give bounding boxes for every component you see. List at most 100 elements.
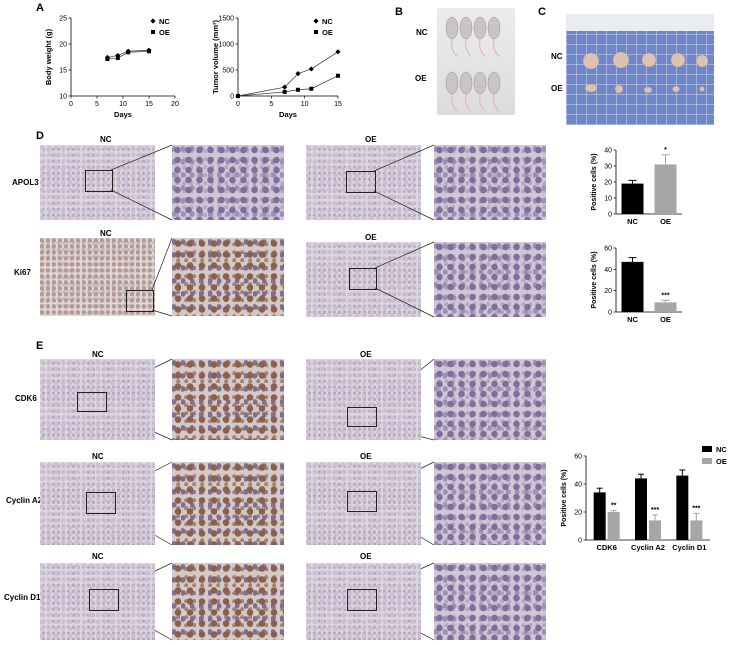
row-label-cyclin-d1: Cyclin D1 (4, 593, 41, 602)
col-label-oe: OE (360, 552, 372, 561)
zoom-box (86, 492, 116, 514)
x-tick-label: NC (627, 315, 638, 324)
legend-label-oe: OE (322, 28, 333, 37)
y-tick-label: 0 (578, 538, 582, 545)
ihc-ki67-oe-low (306, 242, 421, 317)
x-axis-label: Days (114, 110, 132, 119)
data-point-oe (126, 50, 131, 55)
bar-nc (635, 478, 647, 540)
zoom-box (126, 290, 154, 312)
x-tick-label: 10 (119, 101, 127, 108)
legend-label-nc: NC (716, 445, 727, 454)
tumor-label-nc: NC (551, 52, 563, 61)
y-tick-label: 20 (604, 288, 612, 295)
apol3-bar-chart: 0 10 20 30 40 Positive cells (%) NC OE * (591, 147, 682, 226)
col-label-oe: OE (360, 452, 372, 461)
legend-marker-nc (313, 18, 319, 24)
legend-label-nc: NC (159, 17, 170, 26)
data-point-nc (295, 71, 301, 77)
ihc-apol3-oe-low (306, 145, 421, 220)
series-line-nc (107, 49, 150, 58)
significance-label: *** (692, 505, 700, 512)
row-label-cyclin-a2: Cyclin A2 (6, 496, 43, 505)
col-label-oe: OE (365, 233, 377, 242)
x-axis-label: Days (279, 110, 297, 119)
y-tick-label: 40 (604, 148, 612, 155)
data-point-oe (336, 73, 340, 78)
x-tick-label: OE (660, 315, 671, 324)
ihc-cdk6-oe-high (434, 359, 546, 440)
col-label-nc: NC (92, 350, 104, 359)
significance-label: * (664, 147, 667, 154)
bar-nc (621, 261, 644, 312)
x-tick-label: NC (627, 217, 638, 226)
ihc-cyclin-a2-oe-high (434, 462, 546, 545)
data-point-oe (115, 56, 120, 61)
bar-nc (676, 475, 689, 540)
ihc-cyclin-d1-nc-high (172, 563, 284, 640)
x-tick-label: 5 (269, 101, 273, 108)
x-tick-label: 0 (69, 101, 73, 108)
tumor-photo (566, 14, 714, 125)
row-label-ki67: Ki67 (14, 268, 31, 277)
significance-label: *** (661, 292, 669, 299)
y-tick-label: 10 (59, 94, 67, 101)
data-point-oe (105, 57, 110, 62)
col-label-oe: OE (360, 350, 372, 359)
legend-marker-oe (314, 30, 318, 34)
row-label-apol3: APOL3 (12, 178, 39, 187)
tumor-label-oe: OE (551, 84, 563, 93)
bar-oe (654, 302, 677, 312)
y-tick-label: 1000 (218, 42, 234, 49)
mice-label-nc: NC (416, 28, 428, 37)
ihc-apol3-nc-low (40, 145, 155, 220)
zoom-box (77, 392, 107, 412)
legend-marker-nc (150, 18, 156, 24)
x-tick-label: 20 (171, 101, 179, 108)
y-tick-label: 60 (604, 246, 612, 253)
tumor-volume-plot: 0 5 10 15 0 500 1000 1500 Days Tumor volume (mm³)… (211, 16, 342, 120)
x-tick-label: Cyclin D1 (672, 543, 706, 552)
bar-oe (654, 164, 677, 214)
panel-label-a: A (36, 2, 44, 14)
y-tick-label: 0 (608, 310, 612, 317)
x-tick-label: CDK6 (596, 543, 616, 552)
col-label-nc: NC (100, 135, 112, 144)
y-axis-label: Body weight (g) (44, 28, 53, 85)
data-point-oe (296, 87, 300, 92)
col-label-nc: NC (92, 452, 104, 461)
y-tick-label: 1500 (218, 16, 234, 23)
y-tick-label: 30 (604, 164, 612, 171)
ihc-ki67-nc-low (40, 238, 155, 316)
y-tick-label: 0 (608, 212, 612, 219)
ihc-cdk6-oe-low (306, 359, 421, 440)
data-point-nc (335, 49, 341, 55)
x-tick-label: 5 (95, 101, 99, 108)
legend-label-oe: OE (716, 457, 727, 466)
zoom-box (89, 589, 119, 611)
panel-label-e: E (36, 340, 44, 352)
series-line-oe (107, 50, 150, 60)
x-tick-label: Cyclin A2 (631, 543, 665, 552)
bar-nc (593, 492, 606, 540)
col-label-oe: OE (365, 135, 377, 144)
zoom-box (85, 170, 113, 192)
col-label-nc: NC (100, 229, 112, 238)
mice-photo (437, 8, 515, 115)
zoom-box (347, 589, 377, 611)
y-tick-label: 20 (574, 510, 582, 517)
ihc-cyclin-d1-nc-low (40, 563, 155, 640)
zoom-box (347, 491, 377, 512)
bar-oe (690, 520, 703, 540)
y-axis-label: Tumor volume (mm³) (211, 19, 220, 94)
apol3-bar-plot: 0 10 20 30 40 Positive cells (%) NC OE * (591, 147, 682, 226)
bar-nc (621, 183, 644, 214)
ruler (566, 14, 714, 31)
significance-label: *** (651, 507, 659, 514)
ihc-cyclin-d1-oe-high (434, 563, 546, 640)
tumor-drawing (582, 51, 709, 94)
y-axis-label: Positive cells (%) (591, 251, 598, 308)
cell-cycle-bar-plot: 0 20 40 60 Positive cells (%) ** CDK6 *** Cyclin… (561, 445, 727, 552)
y-axis-label: Positive cells (%) (591, 153, 598, 210)
data-point-oe (147, 49, 151, 54)
